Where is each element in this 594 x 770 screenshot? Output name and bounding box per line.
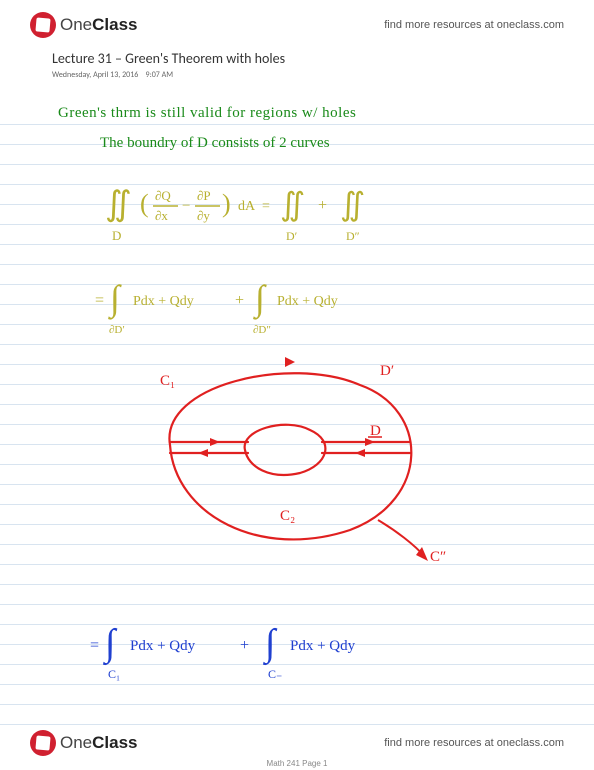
logo-text-bottom: OneClass <box>60 733 138 753</box>
annulus-diagram: C₁ D′ D C₂ C″ <box>120 345 460 565</box>
plus1: + <box>318 197 327 214</box>
eq2-plus: + <box>235 292 244 309</box>
eq3-c2: C₋ <box>268 667 282 681</box>
dr1: D′ <box>286 229 298 243</box>
label-c1: C₁ <box>160 373 175 389</box>
equation-3: = ∫ C₁ Pdx + Qdy + ∫ C₋ Pdx + Qdy <box>90 610 490 685</box>
header-bottom: OneClass find more resources at oneclass… <box>0 718 594 762</box>
resources-link-top[interactable]: find more resources at oneclass.com <box>384 19 564 31</box>
dA: dA <box>238 199 256 214</box>
header-top: OneClass find more resources at oneclass… <box>0 0 594 44</box>
eq2-int2: ∫ <box>253 278 267 320</box>
eq2-bd2: ∂D″ <box>253 324 271 336</box>
paren-r: ) <box>222 189 231 218</box>
minus: − <box>182 198 190 214</box>
dy: ∂y <box>197 208 210 223</box>
logo-icon <box>30 12 56 38</box>
dp: ∂P <box>197 188 211 203</box>
eq3-c1: C₁ <box>108 667 120 681</box>
logo-icon-bottom <box>30 730 56 756</box>
logo-bold: Class <box>92 15 137 34</box>
label-cpp: C″ <box>430 549 446 565</box>
eq3-int2: ∫ <box>263 622 278 666</box>
label-c2: C₂ <box>280 508 295 524</box>
eq3-int1: ∫ <box>103 622 118 666</box>
logo-prefix: One <box>60 15 92 34</box>
eq3-expr2: Pdx + Qdy <box>290 638 356 654</box>
brand-logo-bottom: OneClass <box>30 730 138 756</box>
equation-1: ∬ D ( ∂Q ∂x − ∂P ∂y ) dA = ∬ D′ + ∬ D″ <box>100 170 480 250</box>
date-line: Wednesday, April 13, 2016 9:07 AM <box>52 70 285 80</box>
brand-logo: OneClass <box>30 12 138 38</box>
eq2-expr: Pdx + Qdy <box>133 294 194 309</box>
eq3-expr1: Pdx + Qdy <box>130 638 196 654</box>
resources-link-bottom[interactable]: find more resources at oneclass.com <box>384 737 564 749</box>
eq2-eq: = <box>95 292 104 309</box>
time-text: 9:07 AM <box>146 70 174 80</box>
note-line-2: The boundry of D consists of 2 curves <box>100 135 330 152</box>
equation-2: = ∫ ∂D′ Pdx + Qdy + ∫ ∂D″ Pdx + Qdy <box>95 265 495 340</box>
page-number: Math 241 Page 1 <box>0 759 594 768</box>
dq: ∂Q <box>155 188 171 203</box>
dint-domain: D <box>112 228 121 243</box>
title-block: Lecture 31 – Green's Theorem with holes … <box>52 50 285 80</box>
lecture-title: Lecture 31 – Green's Theorem with holes <box>52 50 285 67</box>
eq3-plus: + <box>240 637 249 654</box>
dint-lhs: ∬ <box>105 186 132 223</box>
dint-r2: ∬ <box>340 186 365 222</box>
dint-r1: ∬ <box>280 186 305 222</box>
logo-text: OneClass <box>60 15 138 35</box>
eq3-eq: = <box>90 637 99 654</box>
note-line-1: Green's thrm is still valid for regions … <box>58 105 356 122</box>
eq2-int1: ∫ <box>108 278 122 320</box>
logo-bold-b: Class <box>92 733 137 752</box>
date-text: Wednesday, April 13, 2016 <box>52 70 138 80</box>
label-dprime: D′ <box>380 363 394 379</box>
eq: = <box>262 199 270 214</box>
paren-l: ( <box>140 189 149 218</box>
logo-prefix-b: One <box>60 733 92 752</box>
dr2: D″ <box>346 229 360 243</box>
dx: ∂x <box>155 208 168 223</box>
eq2-bd1: ∂D′ <box>109 324 125 336</box>
eq2-expr2: Pdx + Qdy <box>277 294 338 309</box>
